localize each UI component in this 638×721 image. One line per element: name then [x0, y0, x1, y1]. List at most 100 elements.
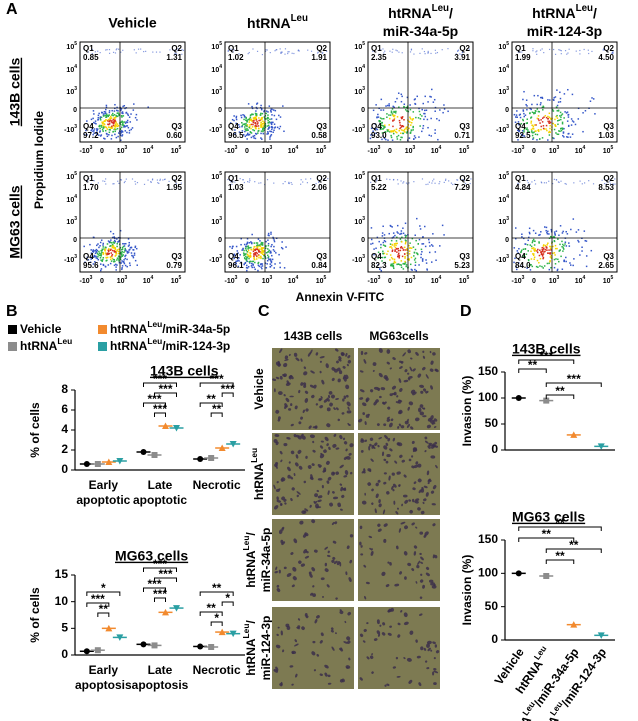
quadrant-value: 1.31 — [166, 53, 182, 62]
event-dot — [523, 90, 525, 93]
event-dot — [391, 226, 393, 228]
event-dot — [536, 133, 539, 136]
cell — [313, 549, 318, 553]
label-line: apoptosis — [75, 678, 132, 692]
cell — [393, 391, 397, 396]
event-dot — [468, 48, 470, 50]
cell — [424, 440, 429, 444]
event-dot — [400, 232, 403, 235]
label-line: htRNALeu/ — [241, 532, 258, 588]
event-dot — [412, 126, 414, 129]
x-axis-title: Annexin V-FITC — [296, 290, 385, 304]
event-dot — [252, 264, 254, 266]
event-dot — [231, 118, 234, 121]
quadrant-name: Q2 — [316, 44, 327, 53]
event-dot — [116, 125, 119, 128]
cell — [311, 519, 316, 524]
cell — [415, 526, 418, 529]
event-dot — [137, 48, 140, 50]
quadrant-name: Q4 — [228, 252, 239, 261]
event-dot — [108, 123, 111, 125]
event-dot — [542, 245, 545, 247]
event-dot — [377, 116, 380, 118]
event-dot — [426, 118, 429, 121]
event-dot — [444, 179, 447, 181]
event-dot — [601, 179, 603, 181]
event-dot — [116, 112, 119, 115]
label-line: htRNALeu/miR-124-3p — [110, 336, 230, 353]
tick-exponent: 4 — [296, 275, 299, 281]
event-dot — [100, 116, 103, 119]
event-dot — [540, 96, 542, 99]
label-part: Vehicle — [20, 322, 62, 336]
cell — [375, 482, 379, 487]
axis-tick-label: 103 — [549, 145, 560, 155]
event-dot — [288, 181, 290, 183]
event-dot — [110, 127, 112, 129]
event-dot — [531, 253, 534, 255]
event-dot — [250, 114, 252, 116]
event-dot — [418, 136, 420, 138]
cell — [419, 596, 423, 599]
axis-tick-label: 0 — [218, 237, 222, 244]
event-dot — [261, 267, 263, 270]
significance-bracket — [545, 394, 575, 399]
event-dot — [255, 103, 258, 105]
event-dot — [581, 250, 583, 252]
cell — [277, 419, 281, 422]
label-superscript: Leu — [432, 3, 449, 14]
label-part: apoptotic — [76, 493, 130, 507]
cell — [293, 473, 296, 477]
event-dot — [582, 112, 584, 114]
significance-label: *** — [210, 372, 224, 386]
cell — [392, 489, 395, 492]
event-dot — [526, 118, 529, 120]
tick-exponent: 4 — [439, 275, 442, 281]
tick-exponent: 3 — [378, 145, 381, 151]
cell — [316, 615, 320, 619]
event-dot — [382, 244, 385, 246]
cell — [408, 679, 413, 684]
event-dot — [104, 129, 107, 132]
tick-exponent: 4 — [362, 64, 365, 70]
event-dot — [379, 126, 381, 128]
event-dot — [120, 139, 122, 141]
event-dot — [520, 133, 523, 136]
event-dot — [418, 238, 421, 241]
event-dot — [427, 52, 429, 54]
event-dot — [122, 254, 125, 256]
event-dot — [269, 250, 272, 253]
event-dot — [88, 178, 90, 180]
event-dot — [391, 258, 394, 260]
event-dot — [558, 260, 560, 263]
event-dot — [392, 236, 395, 238]
event-dot — [129, 121, 132, 123]
event-dot — [122, 112, 124, 115]
cell — [346, 401, 351, 407]
event-dot — [556, 117, 559, 119]
cell — [301, 626, 305, 630]
cell — [331, 521, 335, 526]
event-dot — [250, 241, 252, 243]
event-dot — [554, 234, 557, 236]
event-dot — [134, 259, 137, 262]
event-dot — [560, 129, 563, 132]
event-dot — [271, 114, 273, 116]
event-dot — [519, 51, 521, 53]
event-dot — [533, 112, 535, 115]
tick-exponent: 3 — [219, 124, 222, 130]
event-dot — [181, 53, 183, 55]
event-dot — [540, 252, 543, 255]
event-dot — [371, 242, 374, 245]
event-dot — [250, 265, 253, 267]
event-dot — [117, 110, 119, 112]
event-dot — [370, 227, 373, 229]
cell — [425, 492, 429, 497]
event-dot — [96, 130, 98, 132]
axis-tick-label: -103 — [225, 145, 238, 155]
tick-base: 10 — [575, 278, 583, 285]
event-dot — [123, 262, 126, 265]
cell — [366, 656, 370, 660]
column-title: Vehicle — [108, 15, 156, 31]
cell — [419, 411, 425, 416]
